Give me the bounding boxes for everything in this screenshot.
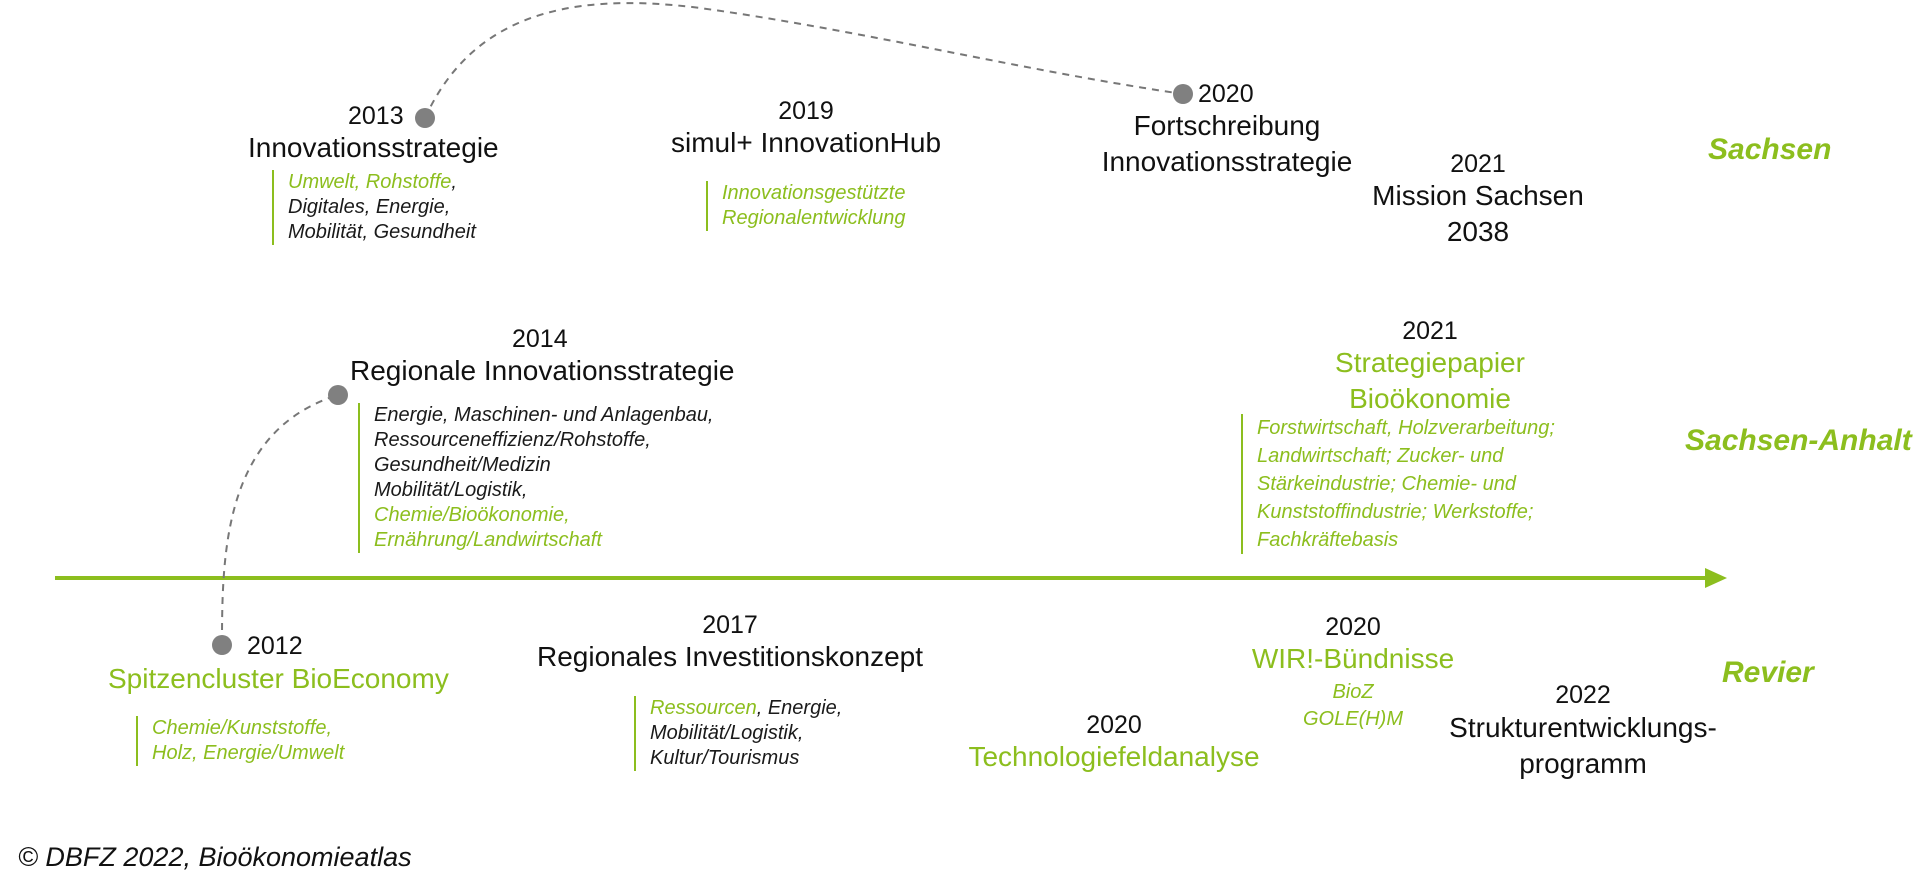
year-2020-wir: 2020 — [1325, 613, 1381, 641]
note-2013: Umwelt, Rohstoffe, Digitales, Energie, Mob… — [272, 170, 476, 245]
note-line: Mobilität/Logistik, — [650, 721, 842, 746]
title-spitzencluster-bioeconomy: Spitzencluster BioEconomy — [108, 663, 449, 694]
note-text: Umwelt, Rohstoffe — [288, 171, 452, 193]
note-line: Landwirtschaft; Zucker- und — [1257, 442, 1555, 470]
note-text: Kultur/Tourismus — [650, 747, 800, 769]
dot-2013 — [415, 108, 435, 128]
sub-bioz: BioZ — [1332, 681, 1374, 703]
year-2022: 2022 — [1555, 681, 1611, 709]
connector-2012-2014 — [221, 394, 339, 644]
note-text: Mobilität/Logistik, — [374, 479, 528, 501]
note-line: Kunststoffindustrie; Werkstoffe; — [1257, 498, 1555, 526]
note-line: Chemie/Bioökonomie, — [374, 503, 714, 528]
year-2012: 2012 — [247, 632, 303, 660]
title-strukturentwicklungsprogramm: Strukturentwicklungs- programm — [1449, 710, 1717, 782]
title-regionales-investitionskonzept: Regionales Investitionskonzept — [536, 641, 924, 672]
note-text: Fachkräftebasis — [1257, 529, 1399, 551]
note-line: Stärkeindustrie; Chemie- und — [1257, 470, 1555, 498]
title-fortschreibung-line1: Fortschreibung — [1133, 110, 1321, 141]
title-strategiepapier-line1: Strategiepapier — [1335, 347, 1525, 378]
note-line: Mobilität, Gesundheit — [288, 220, 476, 245]
title-fortschreibung: Fortschreibung Innovationsstrategie — [1102, 108, 1353, 180]
note-text: Innovationsgestützte — [722, 182, 906, 204]
note-line: Gesundheit/Medizin — [374, 453, 714, 478]
note-line: Ressourcen, Energie, — [650, 696, 842, 721]
title-mission-sachsen-line2: 2038 — [1446, 216, 1510, 247]
note-text: Mobilität/Logistik, — [650, 722, 804, 744]
note-text: Stärkeindustrie; Chemie- und — [1257, 473, 1517, 495]
year-2014: 2014 — [512, 325, 568, 353]
year-2021-anhalt: 2021 — [1402, 317, 1458, 345]
title-innovationsstrategie-2013: Innovationsstrategie — [248, 132, 499, 163]
note-text: , — [451, 171, 457, 193]
note-text: Gesundheit/Medizin — [374, 454, 551, 476]
year-2017: 2017 — [702, 611, 758, 639]
note-text: Chemie/Bioökonomie, — [374, 504, 570, 526]
copyright-footer: © DBFZ 2022, Bioökonomieatlas — [18, 842, 412, 872]
note-text: Holz, Energie/Umwelt — [152, 742, 345, 764]
note-text: Kunststoffindustrie; Werkstoffe; — [1257, 501, 1534, 523]
note-2021-anhalt: Forstwirtschaft, Holzverarbeitung; Landwi… — [1241, 414, 1555, 554]
note-line: Umwelt, Rohstoffe, — [288, 170, 476, 195]
note-line: Ressourceneffizienz/Rohstoffe, — [374, 428, 714, 453]
year-2020-sachsen: 2020 — [1198, 80, 1254, 108]
note-text: Energie, Maschinen- und Anlagenbau, — [374, 404, 714, 426]
note-line: Digitales, Energie, — [288, 195, 476, 220]
connector-2013-2020 — [424, 2, 1184, 119]
note-text: Landwirtschaft; Zucker- und — [1257, 445, 1504, 467]
note-text: Regionalentwicklung — [722, 207, 906, 229]
title-strategiepapier-biooekonomie: Strategiepapier Bioökonomie — [1335, 345, 1525, 417]
note-line: Forstwirtschaft, Holzverarbeitung; — [1257, 414, 1555, 442]
note-line: Holz, Energie/Umwelt — [152, 741, 344, 766]
year-2013: 2013 — [348, 102, 404, 130]
region-label-sachsen: Sachsen — [1708, 133, 1832, 166]
note-text: Forstwirtschaft, Holzverarbeitung; — [1257, 417, 1555, 439]
note-text: Mobilität, Gesundheit — [288, 221, 476, 243]
note-text: Chemie/Kunststoffe, — [152, 717, 333, 739]
title-technologiefeldanalyse: Technologiefeldanalyse — [968, 741, 1260, 772]
note-line: Ernährung/Landwirtschaft — [374, 528, 714, 553]
title-mission-sachsen-line1: Mission Sachsen — [1372, 180, 1584, 211]
note-text: , Energie, — [756, 697, 843, 719]
title-strukturentwicklungsprogramm-line1: Strukturentwicklungs- — [1449, 712, 1717, 743]
note-text: Ressourcen — [650, 697, 757, 719]
note-line: Innovationsgestützte — [722, 181, 905, 206]
note-2014: Energie, Maschinen- und Anlagenbau, Resso… — [358, 403, 714, 553]
title-fortschreibung-line2: Innovationsstrategie — [1101, 146, 1353, 177]
year-2021-sachsen: 2021 — [1450, 150, 1506, 178]
note-2019: Innovationsgestützte Regionalentwicklung — [706, 181, 905, 231]
title-strukturentwicklungsprogramm-line2: programm — [1519, 748, 1647, 779]
region-label-revier: Revier — [1722, 656, 1814, 689]
sub-golehm: GOLE(H)M — [1303, 708, 1403, 730]
note-line: Kultur/Tourismus — [650, 746, 842, 771]
note-text: Ernährung/Landwirtschaft — [374, 529, 602, 551]
title-mission-sachsen: Mission Sachsen 2038 — [1372, 178, 1584, 250]
year-2020-technologiefeldanalyse: 2020 — [1086, 711, 1142, 739]
title-simul-innovationhub: simul+ InnovationHub — [670, 127, 942, 158]
note-line: Regionalentwicklung — [722, 206, 905, 231]
title-regionale-innovationsstrategie: Regionale Innovationsstrategie — [350, 355, 735, 386]
note-2017: Ressourcen, Energie, Mobilität/Logistik, K… — [634, 696, 842, 771]
note-2012: Chemie/Kunststoffe, Holz, Energie/Umwelt — [136, 716, 344, 766]
year-2019: 2019 — [778, 97, 834, 125]
title-strategiepapier-line2: Bioökonomie — [1349, 383, 1511, 414]
dot-2014 — [328, 385, 348, 405]
note-line: Energie, Maschinen- und Anlagenbau, — [374, 403, 714, 428]
note-line: Fachkräftebasis — [1257, 526, 1555, 554]
dot-2020 — [1173, 84, 1193, 104]
timeline-arrowhead — [1705, 568, 1727, 588]
title-wir-buendnisse: WIR!-Bündnisse — [1251, 643, 1455, 674]
region-label-sachsen-anhalt: Sachsen-Anhalt — [1685, 424, 1912, 457]
note-line: Mobilität/Logistik, — [374, 478, 714, 503]
note-line: Chemie/Kunststoffe, — [152, 716, 344, 741]
dot-2012 — [212, 635, 232, 655]
note-text: Ressourceneffizienz/Rohstoffe, — [374, 429, 651, 451]
note-text: Digitales, Energie, — [288, 196, 451, 218]
